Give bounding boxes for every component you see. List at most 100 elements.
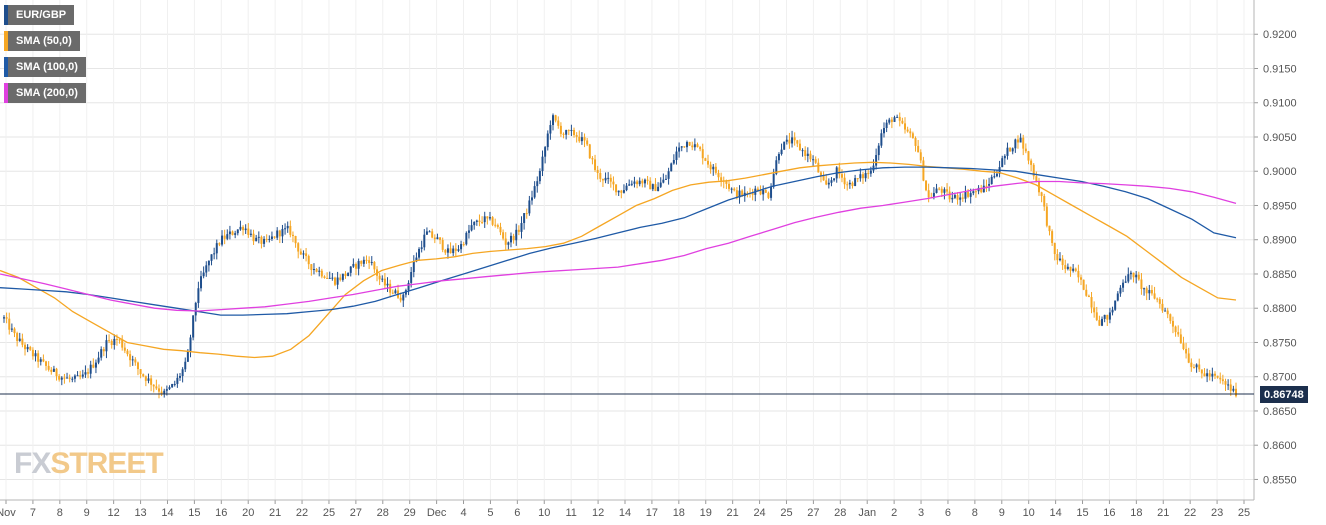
candle-body bbox=[565, 130, 568, 135]
candle-body bbox=[953, 195, 956, 198]
candle-body bbox=[798, 143, 801, 151]
candle-body bbox=[496, 225, 499, 227]
legend-swatch-sma200 bbox=[4, 83, 8, 103]
candle-body bbox=[982, 185, 985, 193]
candle-body bbox=[491, 217, 494, 225]
candle-body bbox=[609, 177, 612, 182]
legend-item-eurgbp[interactable]: EUR/GBP bbox=[4, 5, 75, 25]
candle-body bbox=[667, 171, 670, 179]
candle-body bbox=[1177, 332, 1180, 335]
x-tick-label-12: 25 bbox=[323, 507, 335, 519]
candle-body bbox=[307, 256, 310, 265]
legend-label-sma100: SMA (100,0) bbox=[16, 61, 78, 73]
candle-body bbox=[657, 186, 660, 192]
candle-body bbox=[554, 115, 557, 121]
legend-item-sma200[interactable]: SMA (200,0) bbox=[4, 83, 86, 103]
candle-body bbox=[964, 191, 967, 199]
legend-swatch-sma100 bbox=[4, 57, 8, 77]
candle-body bbox=[210, 254, 213, 261]
candle-body bbox=[1148, 289, 1151, 294]
candle-body bbox=[746, 192, 749, 194]
candle-body bbox=[1232, 388, 1235, 391]
candle-body bbox=[599, 173, 602, 179]
y-tick-label-1: 0.9150 bbox=[1263, 63, 1297, 75]
candle-body bbox=[326, 277, 329, 279]
candle-body bbox=[370, 262, 373, 264]
candle-body bbox=[1200, 369, 1203, 374]
candle-body bbox=[552, 115, 555, 126]
candle-body bbox=[226, 234, 229, 239]
candle-body bbox=[165, 389, 168, 391]
candle-body bbox=[541, 156, 544, 171]
candle-body bbox=[318, 270, 321, 272]
y-tick-label-9: 0.8750 bbox=[1263, 337, 1297, 349]
candle-body bbox=[76, 375, 79, 377]
y-tick-label-12: 0.8600 bbox=[1263, 440, 1297, 452]
x-tick-label-17: 4 bbox=[460, 507, 466, 519]
candle-body bbox=[1003, 155, 1006, 159]
candle-body bbox=[1208, 373, 1211, 377]
candle-body bbox=[278, 230, 281, 237]
candle-body bbox=[192, 315, 195, 338]
legend-item-sma50[interactable]: SMA (50,0) bbox=[4, 31, 80, 51]
candle-body bbox=[221, 235, 224, 245]
candle-body bbox=[935, 188, 938, 193]
candle-body bbox=[1129, 272, 1132, 275]
candle-body bbox=[883, 128, 885, 134]
candle-body bbox=[1164, 310, 1167, 312]
candle-body bbox=[961, 197, 964, 199]
candle-body bbox=[291, 234, 294, 237]
candle-body bbox=[515, 229, 518, 241]
candle-body bbox=[58, 376, 61, 380]
candle-body bbox=[470, 225, 473, 231]
candle-body bbox=[10, 328, 13, 330]
candle-body bbox=[200, 276, 203, 289]
candle-body bbox=[399, 297, 402, 301]
candle-body bbox=[223, 235, 226, 239]
candle-body bbox=[1087, 295, 1090, 297]
candle-body bbox=[368, 260, 371, 263]
candle-body bbox=[914, 138, 917, 146]
legend-label-eurgbp: EUR/GBP bbox=[16, 9, 67, 21]
watermark-street: STREET bbox=[50, 447, 163, 480]
candle-body bbox=[544, 147, 547, 157]
candle-body bbox=[339, 277, 342, 280]
candle-body bbox=[92, 364, 95, 368]
candle-body bbox=[985, 185, 988, 187]
candle-body bbox=[738, 190, 741, 198]
candle-body bbox=[1224, 381, 1227, 385]
candle-body bbox=[97, 357, 100, 363]
candle-body bbox=[110, 340, 113, 346]
candle-body bbox=[1069, 266, 1072, 271]
candle-body bbox=[1074, 268, 1077, 271]
candle-body bbox=[1203, 373, 1206, 377]
candle-body bbox=[562, 133, 565, 135]
candle-body bbox=[129, 354, 132, 361]
candle-body bbox=[520, 223, 523, 232]
candle-body bbox=[449, 248, 452, 254]
candle-body bbox=[806, 153, 809, 157]
candle-body bbox=[751, 192, 754, 195]
candle-body bbox=[410, 272, 413, 283]
x-tick-label-2: 8 bbox=[57, 507, 63, 519]
candle-body bbox=[126, 350, 129, 355]
plot-area bbox=[0, 0, 1254, 500]
candle-body bbox=[1137, 274, 1140, 280]
candle-body bbox=[1022, 137, 1025, 149]
candle-body bbox=[425, 231, 428, 235]
candle-body bbox=[13, 328, 16, 334]
watermark-fx: FX bbox=[14, 447, 51, 480]
candle-body bbox=[1143, 288, 1146, 290]
candle-body bbox=[911, 133, 914, 139]
candle-body bbox=[951, 197, 954, 200]
candle-body bbox=[84, 372, 87, 375]
candle-body bbox=[454, 248, 457, 251]
candle-body bbox=[289, 225, 292, 235]
candle-body bbox=[499, 226, 502, 233]
legend-item-sma100[interactable]: SMA (100,0) bbox=[4, 57, 86, 77]
x-tick-label-35: 6 bbox=[945, 507, 951, 519]
candle-body bbox=[838, 167, 841, 175]
candle-body bbox=[1211, 373, 1214, 377]
candle-body bbox=[630, 183, 633, 185]
candle-body bbox=[712, 166, 715, 170]
